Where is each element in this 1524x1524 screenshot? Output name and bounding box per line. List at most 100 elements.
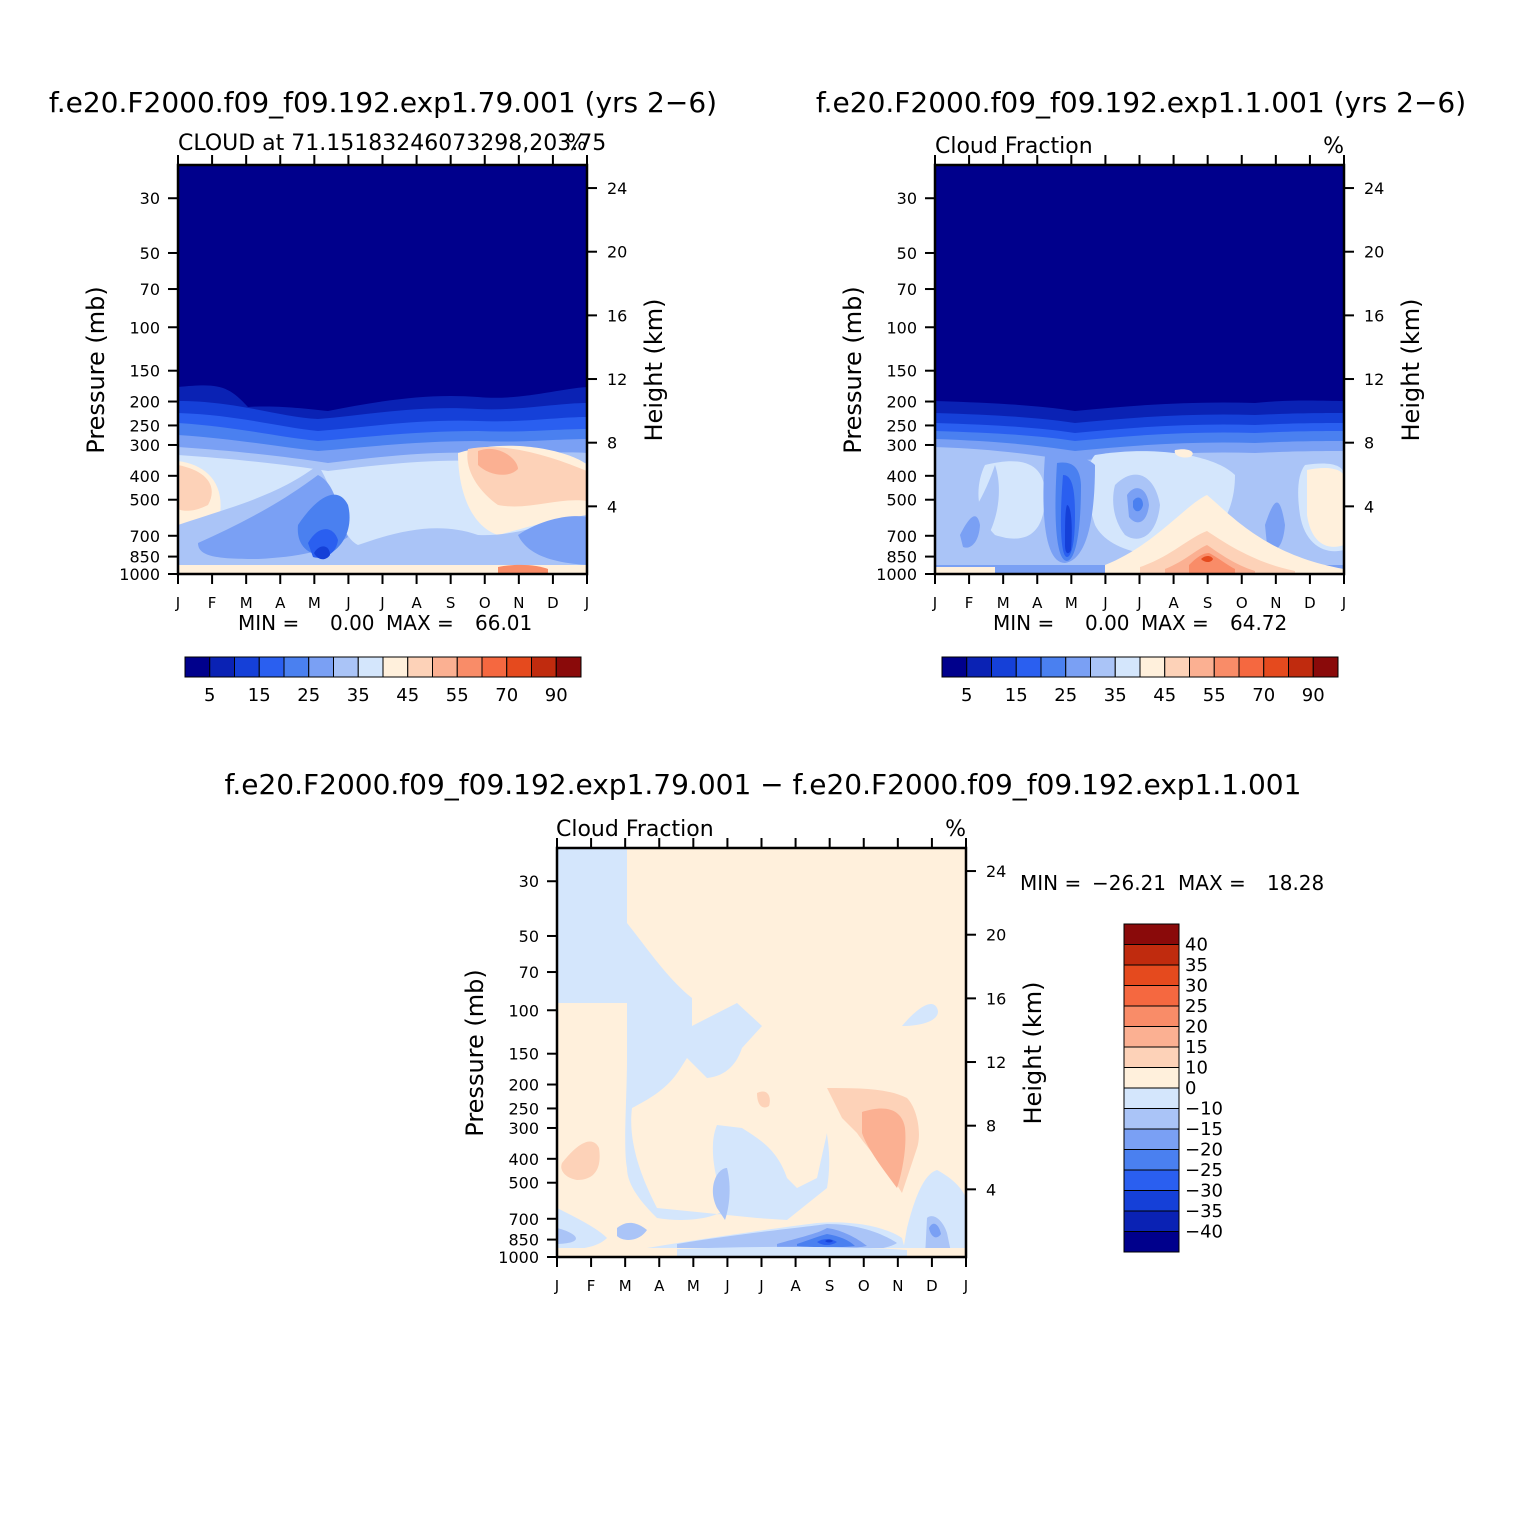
y-tick-label: 50 [140, 244, 160, 263]
colorbar-swatch [1213, 656, 1240, 678]
colorbar-label: 35 [347, 685, 370, 706]
colorbar-swatch [283, 656, 310, 678]
x-tick-label: S [825, 1277, 835, 1295]
colorbar-swatch [1123, 985, 1180, 1007]
colorbar-swatch [234, 656, 260, 678]
colorbar-label: −40 [1185, 1222, 1223, 1243]
x-tick-label: J [963, 1277, 968, 1295]
panel-1: f.e20.F2000.f09_f09.192.exp1.79.001 (yrs… [49, 86, 717, 706]
y-tick-label: 100 [129, 318, 160, 337]
x-tick-label: D [1304, 594, 1316, 612]
y-tick-label: 500 [886, 491, 917, 510]
x-tick-label: D [926, 1277, 938, 1295]
x-tick-label: M [308, 594, 321, 612]
panel-3-y-ticks-right: 24 20 16 12 8 4 [966, 862, 1006, 1199]
colorbar-swatch [1123, 1169, 1180, 1191]
colorbar-swatch [1040, 656, 1067, 678]
panel-2-contour-level-25 [1189, 553, 1235, 574]
colorbar-swatch [1123, 923, 1180, 945]
colorbar-label: −30 [1185, 1181, 1223, 1202]
y-tick-label: 700 [886, 527, 917, 546]
panel-3-max-label: MAX = [1178, 871, 1246, 895]
y-tick-label: 400 [129, 467, 160, 486]
y-tick-label: 700 [129, 527, 160, 546]
colorbar-swatch [1065, 656, 1091, 678]
panel-3-contour-level-11 [617, 1222, 647, 1240]
x-tick-label: J [758, 1277, 763, 1295]
y-tick-label: 250 [886, 416, 917, 435]
y-right-tick-label: 20 [1364, 243, 1384, 262]
y-tick-label: 70 [519, 963, 539, 982]
x-tick-label: J [1102, 594, 1107, 612]
panel-3-contour-level-16 [929, 1223, 941, 1238]
x-tick-label: O [1236, 594, 1248, 612]
panel-1-contour-level-19 [178, 565, 587, 574]
y-tick-label: 50 [897, 244, 917, 263]
colorbar-label: 35 [1104, 685, 1127, 706]
y-tick-label: 30 [897, 189, 917, 208]
colorbar-swatch [531, 656, 557, 678]
y-right-tick-label: 4 [607, 497, 617, 516]
panel-3-ylabel: Pressure (mb) [461, 969, 489, 1136]
x-tick-label: J [379, 594, 384, 612]
colorbar-swatch [407, 656, 433, 678]
colorbar-label: 30 [1185, 976, 1208, 997]
y-tick-label: 70 [140, 280, 160, 299]
colorbar-swatch [209, 656, 235, 678]
colorbar-swatch [481, 656, 508, 678]
x-tick-label: O [858, 1277, 870, 1295]
panel-1-contour-level-18 [314, 546, 330, 560]
colorbar-label: 35 [1185, 955, 1208, 976]
panel-2-contour-level-27 [935, 567, 995, 574]
colorbar-label: 55 [1203, 685, 1226, 706]
panel-3-contour-level-10 [557, 1228, 576, 1244]
colorbar-swatch [1123, 1108, 1180, 1130]
colorbar-label: 10 [1185, 1058, 1208, 1079]
panel-1-plot-area [176, 163, 589, 576]
colorbar-label: 45 [396, 685, 419, 706]
colorbar-swatch [1238, 656, 1265, 678]
panel-3-max-value: 18.28 [1267, 871, 1324, 895]
colorbar-swatch [1123, 944, 1180, 966]
panel-2-contour-level-26 [1201, 556, 1213, 562]
y-right-tick-label: 16 [1364, 306, 1384, 325]
panel-1-colorbar: 5 15 25 35 45 55 70 90 [184, 656, 582, 706]
colorbar-swatch [1123, 1210, 1180, 1232]
panel-1-min-value: 0.00 [330, 611, 375, 635]
panel-2-min-value: 0.00 [1085, 611, 1130, 635]
panel-2-contour-level-11 [1307, 467, 1344, 547]
y-tick-label: 150 [508, 1045, 539, 1064]
x-tick-label: N [513, 594, 524, 612]
colorbar-swatch [1114, 656, 1141, 678]
panel-1-contour-level-17 [308, 529, 338, 558]
y-right-tick-label: 8 [986, 1117, 996, 1136]
panel-3-contour-level-1 [557, 848, 830, 1220]
x-tick-label: N [1270, 594, 1281, 612]
colorbar-swatch [941, 656, 968, 678]
panel-1-max-value: 66.01 [475, 611, 532, 635]
y-tick-label: 850 [129, 548, 160, 567]
colorbar-swatch [456, 656, 483, 678]
panel-1-subtitle-right: % [566, 131, 587, 156]
panel-2-subtitle-left: Cloud Fraction [935, 134, 1093, 159]
colorbar-label: −25 [1185, 1160, 1223, 1181]
panel-2-ylabel: Pressure (mb) [839, 286, 867, 453]
colorbar-swatch [382, 656, 409, 678]
panel-2-contour-level-10 [1174, 449, 1193, 458]
x-tick-label: J [345, 594, 350, 612]
panel-3-contour-level-21 [677, 1246, 907, 1257]
x-tick-label: M [240, 594, 253, 612]
colorbar-swatch [1090, 656, 1116, 678]
colorbar-label: 25 [1185, 996, 1208, 1017]
panel-2-min-label: MIN = [993, 611, 1054, 635]
y-right-tick-label: 4 [986, 1180, 996, 1199]
colorbar-label: −15 [1185, 1119, 1223, 1140]
colorbar-label: 90 [545, 685, 568, 706]
y-tick-label: 100 [508, 1001, 539, 1020]
x-tick-label: F [587, 1277, 596, 1295]
colorbar-swatch [1123, 1005, 1180, 1027]
panel-1-subtitle-left: CLOUD at 71.15183246073298,203.75 [178, 131, 606, 156]
panel-1-contour-level-12 [478, 448, 518, 475]
